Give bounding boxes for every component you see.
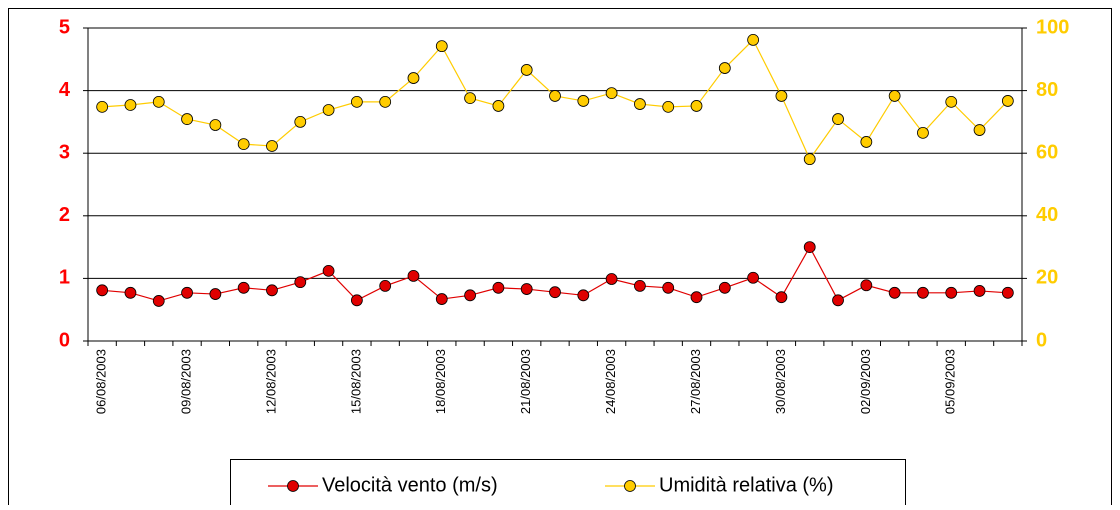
x-tick-label: 15/08/2003	[348, 349, 363, 414]
x-tick-label: 30/08/2003	[773, 349, 788, 414]
y-tick-label: 2	[59, 204, 70, 226]
y2-tick-label: 100	[1036, 16, 1069, 38]
data-point	[464, 289, 476, 302]
data-point	[718, 62, 731, 74]
data-point	[379, 95, 392, 108]
data-point	[718, 281, 731, 294]
data-point	[407, 72, 420, 84]
data-point	[464, 92, 476, 105]
data-point	[803, 241, 816, 254]
y-tick-label: 5	[59, 16, 70, 38]
data-point	[209, 288, 222, 300]
data-point	[577, 289, 590, 302]
x-tick-label: 21/08/2003	[518, 349, 533, 414]
data-point	[435, 40, 448, 53]
data-point	[350, 294, 363, 307]
data-point	[888, 90, 901, 102]
data-point	[747, 33, 760, 46]
data-point	[832, 294, 844, 307]
data-point	[662, 100, 675, 113]
data-point	[209, 119, 222, 131]
data-point	[775, 90, 788, 102]
y-tick-label: 0	[59, 329, 70, 351]
data-point	[237, 281, 250, 294]
x-tick-label: 18/08/2003	[433, 349, 448, 414]
y2-tick-label: 0	[1036, 329, 1047, 351]
x-tick-label: 09/08/2003	[178, 349, 193, 414]
legend-marker	[624, 480, 636, 492]
data-point	[96, 284, 109, 297]
data-point	[152, 95, 165, 108]
data-point	[124, 286, 137, 299]
data-point	[973, 285, 986, 297]
chart-frame	[8, 8, 1112, 510]
data-point	[379, 280, 392, 292]
legend-label: Velocità vento (m/s)	[322, 474, 498, 496]
data-point	[266, 284, 278, 297]
data-point	[181, 286, 193, 299]
data-point	[917, 286, 929, 299]
data-point	[520, 64, 533, 76]
y-tick-label: 3	[59, 141, 70, 163]
data-point	[549, 90, 561, 102]
data-point	[577, 95, 590, 107]
y2-tick-label: 40	[1036, 204, 1058, 226]
data-point	[407, 269, 420, 282]
data-point	[917, 126, 929, 139]
data-point	[152, 295, 165, 307]
legend-box	[230, 459, 906, 510]
x-tick-label: 12/08/2003	[263, 349, 278, 414]
data-point	[775, 291, 788, 304]
data-point	[973, 124, 986, 136]
data-point	[237, 138, 250, 151]
y-tick-label: 1	[59, 267, 70, 289]
y2-tick-label: 80	[1036, 79, 1058, 101]
data-point	[634, 280, 646, 292]
data-point	[96, 100, 109, 113]
data-point	[266, 140, 278, 152]
data-point	[549, 286, 561, 299]
data-point	[322, 104, 335, 116]
data-point	[690, 100, 703, 112]
x-tick-label: 02/09/2003	[858, 349, 873, 414]
y-tick-label: 4	[59, 79, 71, 101]
legend-label: Umidità relativa (%)	[659, 474, 833, 496]
data-point	[860, 136, 873, 148]
x-tick-label: 24/08/2003	[603, 349, 618, 414]
data-point	[492, 281, 505, 294]
data-point	[634, 98, 646, 110]
data-point	[322, 264, 335, 277]
y2-tick-label: 20	[1036, 267, 1058, 289]
data-point	[124, 99, 137, 111]
data-point	[520, 283, 533, 295]
data-point	[294, 116, 307, 128]
data-point	[860, 279, 873, 292]
data-point	[832, 113, 844, 125]
data-point	[690, 291, 703, 304]
data-point	[945, 286, 958, 299]
x-tick-label: 27/08/2003	[688, 349, 703, 414]
y2-tick-label: 60	[1036, 141, 1058, 163]
data-point	[1001, 95, 1014, 107]
data-point	[888, 286, 901, 299]
x-tick-label: 05/09/2003	[943, 349, 958, 414]
data-point	[803, 153, 816, 166]
data-point	[181, 113, 193, 125]
data-point	[294, 276, 307, 289]
data-point	[1001, 286, 1014, 299]
data-point	[662, 281, 675, 294]
x-tick-label: 06/08/2003	[94, 349, 109, 414]
data-point	[945, 95, 958, 108]
data-point	[350, 95, 363, 108]
data-point	[605, 87, 618, 100]
data-point	[605, 273, 618, 285]
data-point	[492, 100, 505, 112]
legend-marker	[287, 480, 299, 492]
data-point	[747, 271, 760, 284]
data-point	[435, 293, 448, 305]
